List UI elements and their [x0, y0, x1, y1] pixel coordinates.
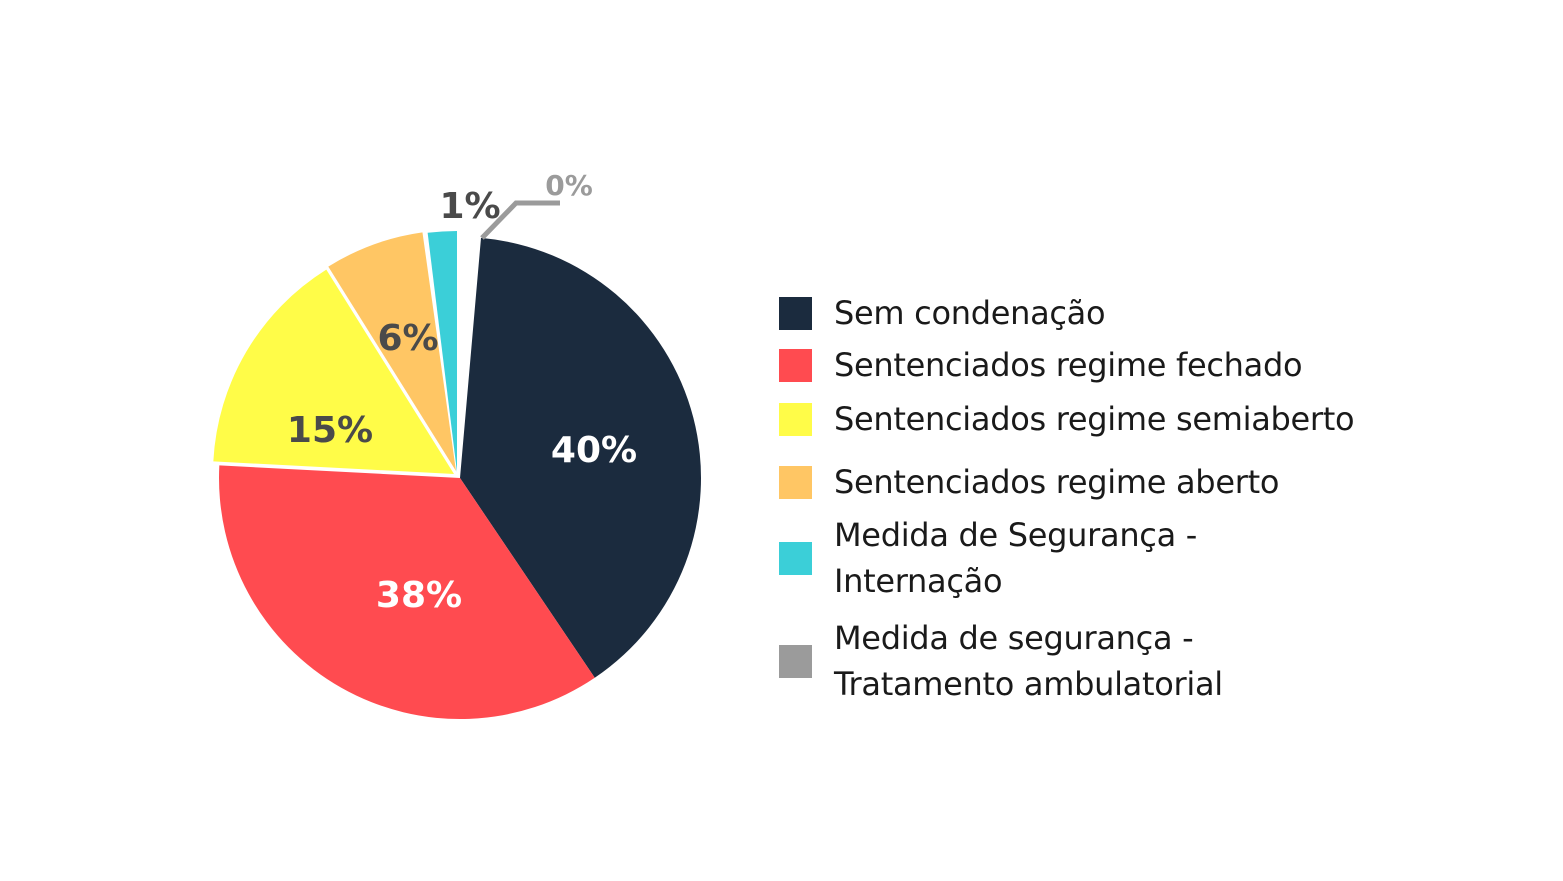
data-label: 40% [551, 430, 637, 471]
legend-swatch [779, 348, 812, 382]
legend-item-regime-semiaberto: Sentenciados regime semiaberto [779, 396, 1355, 442]
legend-label: Medida de segurança - Tratamento ambulat… [834, 615, 1223, 707]
legend-swatch [779, 296, 812, 330]
legend-swatch [779, 465, 812, 499]
legend-label-line2: Internação [834, 562, 1003, 600]
legend-label: Medida de Segurança - Internação [834, 512, 1197, 604]
legend-label-line1: Medida de Segurança - [834, 516, 1198, 554]
legend-item-regime-fechado: Sentenciados regime fechado [779, 342, 1303, 388]
slice-regime-semiaberto [213, 269, 454, 474]
legend-label: Sem condenação [834, 294, 1106, 332]
legend-item-medida-ambulatorial: Medida de segurança - Tratamento ambulat… [779, 615, 1223, 707]
legend-swatch [779, 402, 812, 436]
legend-label: Sentenciados regime semiaberto [834, 400, 1355, 438]
legend-label-line1: Medida de segurança - [834, 619, 1194, 657]
legend-item-regime-aberto: Sentenciados regime aberto [779, 459, 1279, 505]
leader-line [480, 200, 560, 240]
slice-regime-fechado [218, 465, 595, 720]
legend-label: Sentenciados regime aberto [834, 463, 1280, 501]
slice-medida-internacao [427, 231, 457, 472]
data-label: 38% [376, 575, 462, 616]
data-label: 1% [439, 186, 500, 227]
legend-swatch [779, 541, 812, 575]
data-label: 15% [287, 410, 373, 451]
data-label: 6% [377, 318, 438, 359]
slice-sem-condenacao [460, 237, 701, 678]
legend-swatch [779, 644, 812, 678]
legend-label: Sentenciados regime fechado [834, 346, 1303, 384]
legend-item-medida-internacao: Medida de Segurança - Internação [779, 512, 1197, 604]
legend-label-line2: Tratamento ambulatorial [834, 665, 1223, 703]
slice-regime-aberto [328, 232, 456, 471]
legend-item-sem-condenacao: Sem condenação [779, 290, 1106, 336]
data-label: 0% [545, 169, 593, 202]
